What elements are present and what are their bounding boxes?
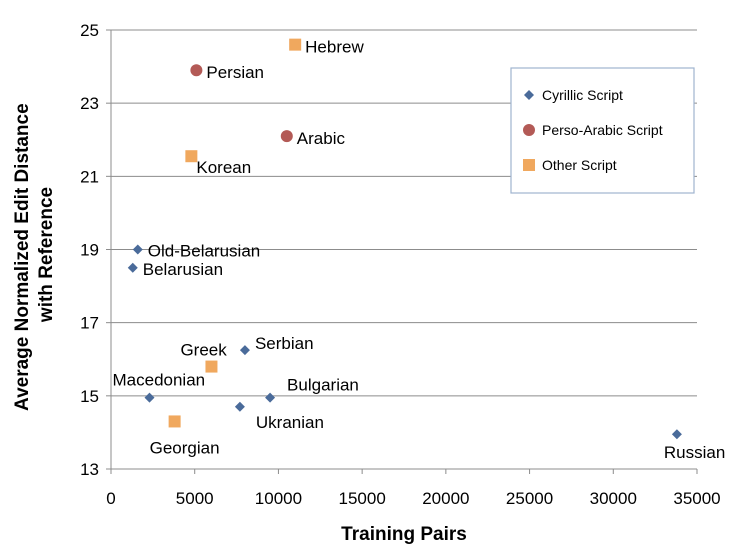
point-ukranian [234, 401, 245, 412]
point-label-bulgarian: Bulgarian [287, 376, 359, 395]
x-axis-title: Training Pairs [341, 524, 467, 545]
x-tick-label-35000: 35000 [673, 489, 720, 508]
y-tick-label-19: 19 [80, 241, 99, 260]
legend-label-0: Cyrillic Script [542, 87, 623, 103]
point-greek [205, 360, 218, 373]
point-label-russian: Russian [664, 443, 725, 462]
point-label-macedonian: Macedonian [113, 371, 206, 390]
point-label-georgian: Georgian [150, 438, 220, 457]
legend-box [510, 67, 695, 194]
point-label-belarusian: Belarusian [143, 260, 223, 279]
x-tick-label-25000: 25000 [506, 489, 553, 508]
x-tick-label-10000: 10000 [255, 489, 302, 508]
y-axis-title-line-2: with Reference [36, 187, 57, 323]
x-tick-label-30000: 30000 [590, 489, 637, 508]
point-persian [190, 64, 203, 77]
y-tick-label-21: 21 [80, 167, 99, 186]
point-georgian [168, 415, 181, 428]
y-axis-title: Average Normalized Edit Distance with Re… [12, 98, 57, 411]
grid-lines [111, 29, 697, 397]
y-tick-label-15: 15 [80, 387, 99, 406]
legend-marker-2 [523, 159, 535, 171]
point-label-arabic: Arabic [297, 129, 346, 148]
point-macedonian [144, 392, 155, 403]
point-belarusian [127, 262, 138, 273]
point-old-belarusian [132, 244, 143, 255]
point-label-serbian: Serbian [255, 334, 314, 353]
point-label-korean: Korean [196, 158, 251, 177]
axes [106, 29, 698, 474]
y-tick-label-17: 17 [80, 314, 99, 333]
y-tick-label-13: 13 [80, 460, 99, 479]
point-label-old-belarusian: Old-Belarusian [148, 242, 260, 261]
data-points [127, 38, 682, 440]
x-tick-label-15000: 15000 [339, 489, 386, 508]
legend: Cyrillic Script Perso-Arabic Script Other … [510, 67, 695, 194]
point-russian [671, 429, 682, 440]
legend-marker-0 [524, 90, 534, 100]
x-tick-label-0: 0 [106, 489, 115, 508]
x-tick-label-5000: 5000 [176, 489, 214, 508]
y-axis-title-line-1: Average Normalized Edit Distance [12, 103, 33, 411]
point-korean [185, 150, 198, 163]
point-arabic [280, 130, 293, 143]
legend-label-2: Other Script [542, 157, 617, 173]
y-tick-label-23: 23 [80, 94, 99, 113]
x-tick-label-20000: 20000 [422, 489, 469, 508]
y-tick-label-25: 25 [80, 21, 99, 40]
tick-labels: 13 15 17 19 21 23 25 0 5000 10000 15000 20000 25000 3… [80, 21, 721, 508]
point-label-hebrew: Hebrew [305, 38, 364, 57]
point-label-persian: Persian [206, 63, 264, 82]
point-label-ukranian: Ukranian [256, 413, 324, 432]
point-hebrew [289, 38, 302, 51]
point-bulgarian [265, 392, 276, 403]
point-label-greek: Greek [180, 341, 227, 360]
legend-marker-1 [523, 124, 535, 136]
legend-label-1: Perso-Arabic Script [542, 122, 663, 138]
point-serbian [239, 345, 250, 356]
